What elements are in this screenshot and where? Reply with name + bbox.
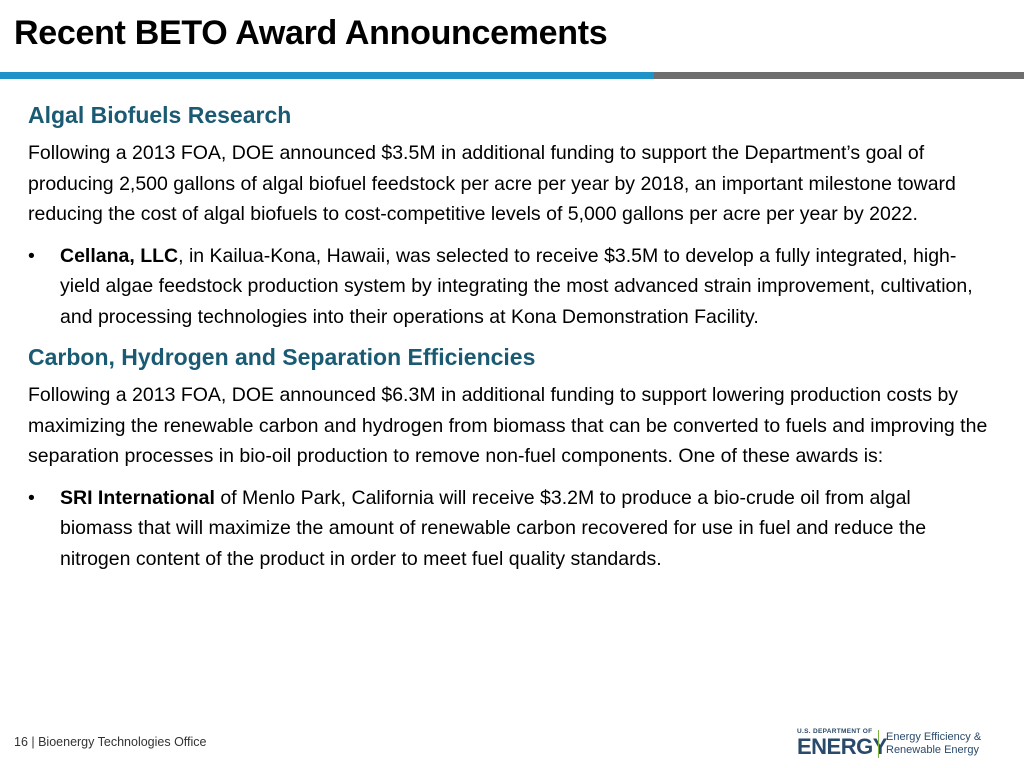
logo-eere-line2: Renewable Energy <box>886 744 979 756</box>
bullet-bold-org: SRI International <box>60 486 215 509</box>
doe-eere-logo: U.S. DEPARTMENT OF ENERGY Energy Efficie… <box>797 728 997 762</box>
bullet-body: of Menlo Park, California will receive $… <box>60 486 927 570</box>
title-underline-gray <box>654 72 1024 79</box>
section-heading-algal: Algal Biofuels Research <box>28 102 292 128</box>
logo-eere-text: Energy Efficiency & Renewable Energy <box>886 731 981 757</box>
section-paragraph-algal: Following a 2013 FOA, DOE announced $3.5… <box>28 142 956 225</box>
bullet-text: Cellana, LLC, in Kailua-Kona, Hawaii, wa… <box>60 241 988 333</box>
section-heading-carbon: Carbon, Hydrogen and Separation Efficien… <box>28 344 536 370</box>
logo-dept-small: U.S. DEPARTMENT OF <box>797 728 873 735</box>
title-underline <box>0 72 1024 79</box>
footer-page-label: 16 | Bioenergy Technologies Office <box>14 735 207 749</box>
slide-content: Algal Biofuels Research Following a 2013… <box>28 98 988 582</box>
bullet-item-cellana: • Cellana, LLC, in Kailua-Kona, Hawaii, … <box>28 241 988 333</box>
section-paragraph-carbon: Following a 2013 FOA, DOE announced $6.3… <box>28 384 988 467</box>
slide-title: Recent BETO Award Announcements <box>14 14 608 52</box>
logo-divider <box>878 730 879 758</box>
bullet-marker: • <box>28 244 35 267</box>
bullet-body: , in Kailua-Kona, Hawaii, was selected t… <box>60 244 973 328</box>
logo-dept-big: ENERGY <box>797 734 887 759</box>
bullet-text: SRI International of Menlo Park, Califor… <box>60 483 988 575</box>
title-underline-blue <box>0 72 654 79</box>
bullet-marker: • <box>28 486 35 509</box>
bullet-item-sri: • SRI International of Menlo Park, Calif… <box>28 483 988 575</box>
bullet-bold-org: Cellana, LLC <box>60 244 179 267</box>
logo-eere-line1: Energy Efficiency & <box>886 731 982 743</box>
